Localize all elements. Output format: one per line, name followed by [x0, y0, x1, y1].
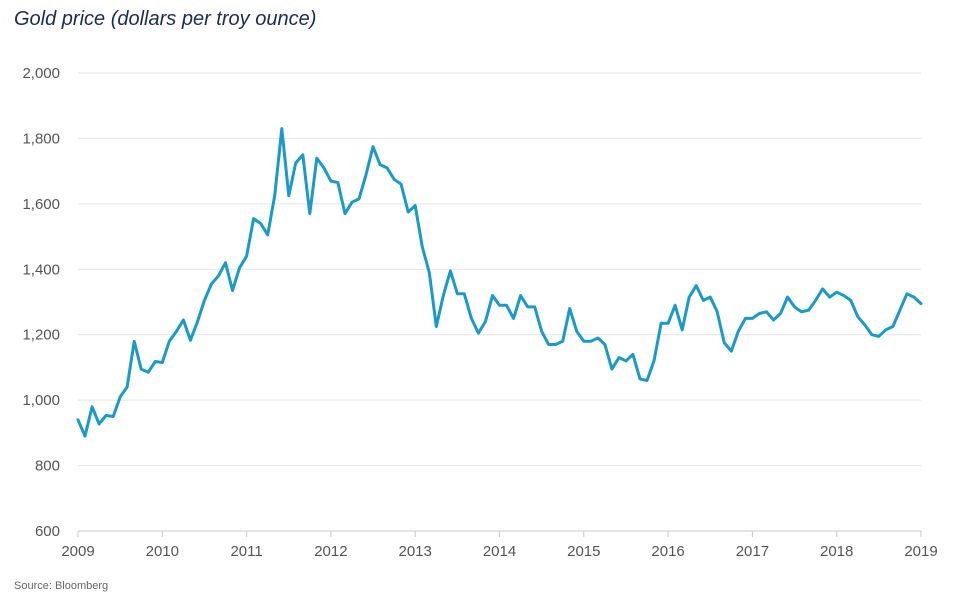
- chart-title: Gold price (dollars per troy ounce): [14, 8, 317, 30]
- x-axis-ticks: 2009 2010 2011 2012 2013 2014 2015 2016 2017 2018…: [61, 531, 938, 560]
- x-tick-label: 2019: [904, 543, 937, 560]
- y-tick-label: 1,600: [22, 196, 60, 213]
- y-tick-label: 1,800: [22, 130, 60, 147]
- x-tick-label: 2015: [567, 543, 600, 560]
- series-group: [76, 127, 923, 438]
- y-tick-label: 800: [35, 458, 60, 475]
- x-tick-label: 2012: [314, 543, 347, 560]
- y-tick-label: 600: [35, 523, 60, 540]
- gridlines: [78, 72, 921, 467]
- y-tick-label: 2,000: [22, 65, 60, 82]
- x-tick-label: 2017: [736, 543, 769, 560]
- x-tick-label: 2010: [146, 543, 179, 560]
- x-tick-label: 2018: [820, 543, 853, 560]
- gold-price-line: [76, 127, 923, 438]
- source-note: Source: Bloomberg: [14, 580, 109, 592]
- x-tick-label: 2011: [230, 543, 262, 560]
- x-tick-label: 2016: [651, 543, 684, 560]
- y-tick-label: 1,000: [22, 392, 60, 409]
- y-axis-ticks: 600 800 1,000 1,200 1,400 1,600 1,800 2,000: [22, 65, 60, 540]
- x-tick-label: 2009: [61, 543, 94, 560]
- x-tick-label: 2014: [483, 543, 516, 560]
- x-tick-label: 2013: [399, 543, 432, 560]
- y-tick-label: 1,200: [22, 327, 60, 344]
- y-tick-label: 1,400: [22, 261, 60, 278]
